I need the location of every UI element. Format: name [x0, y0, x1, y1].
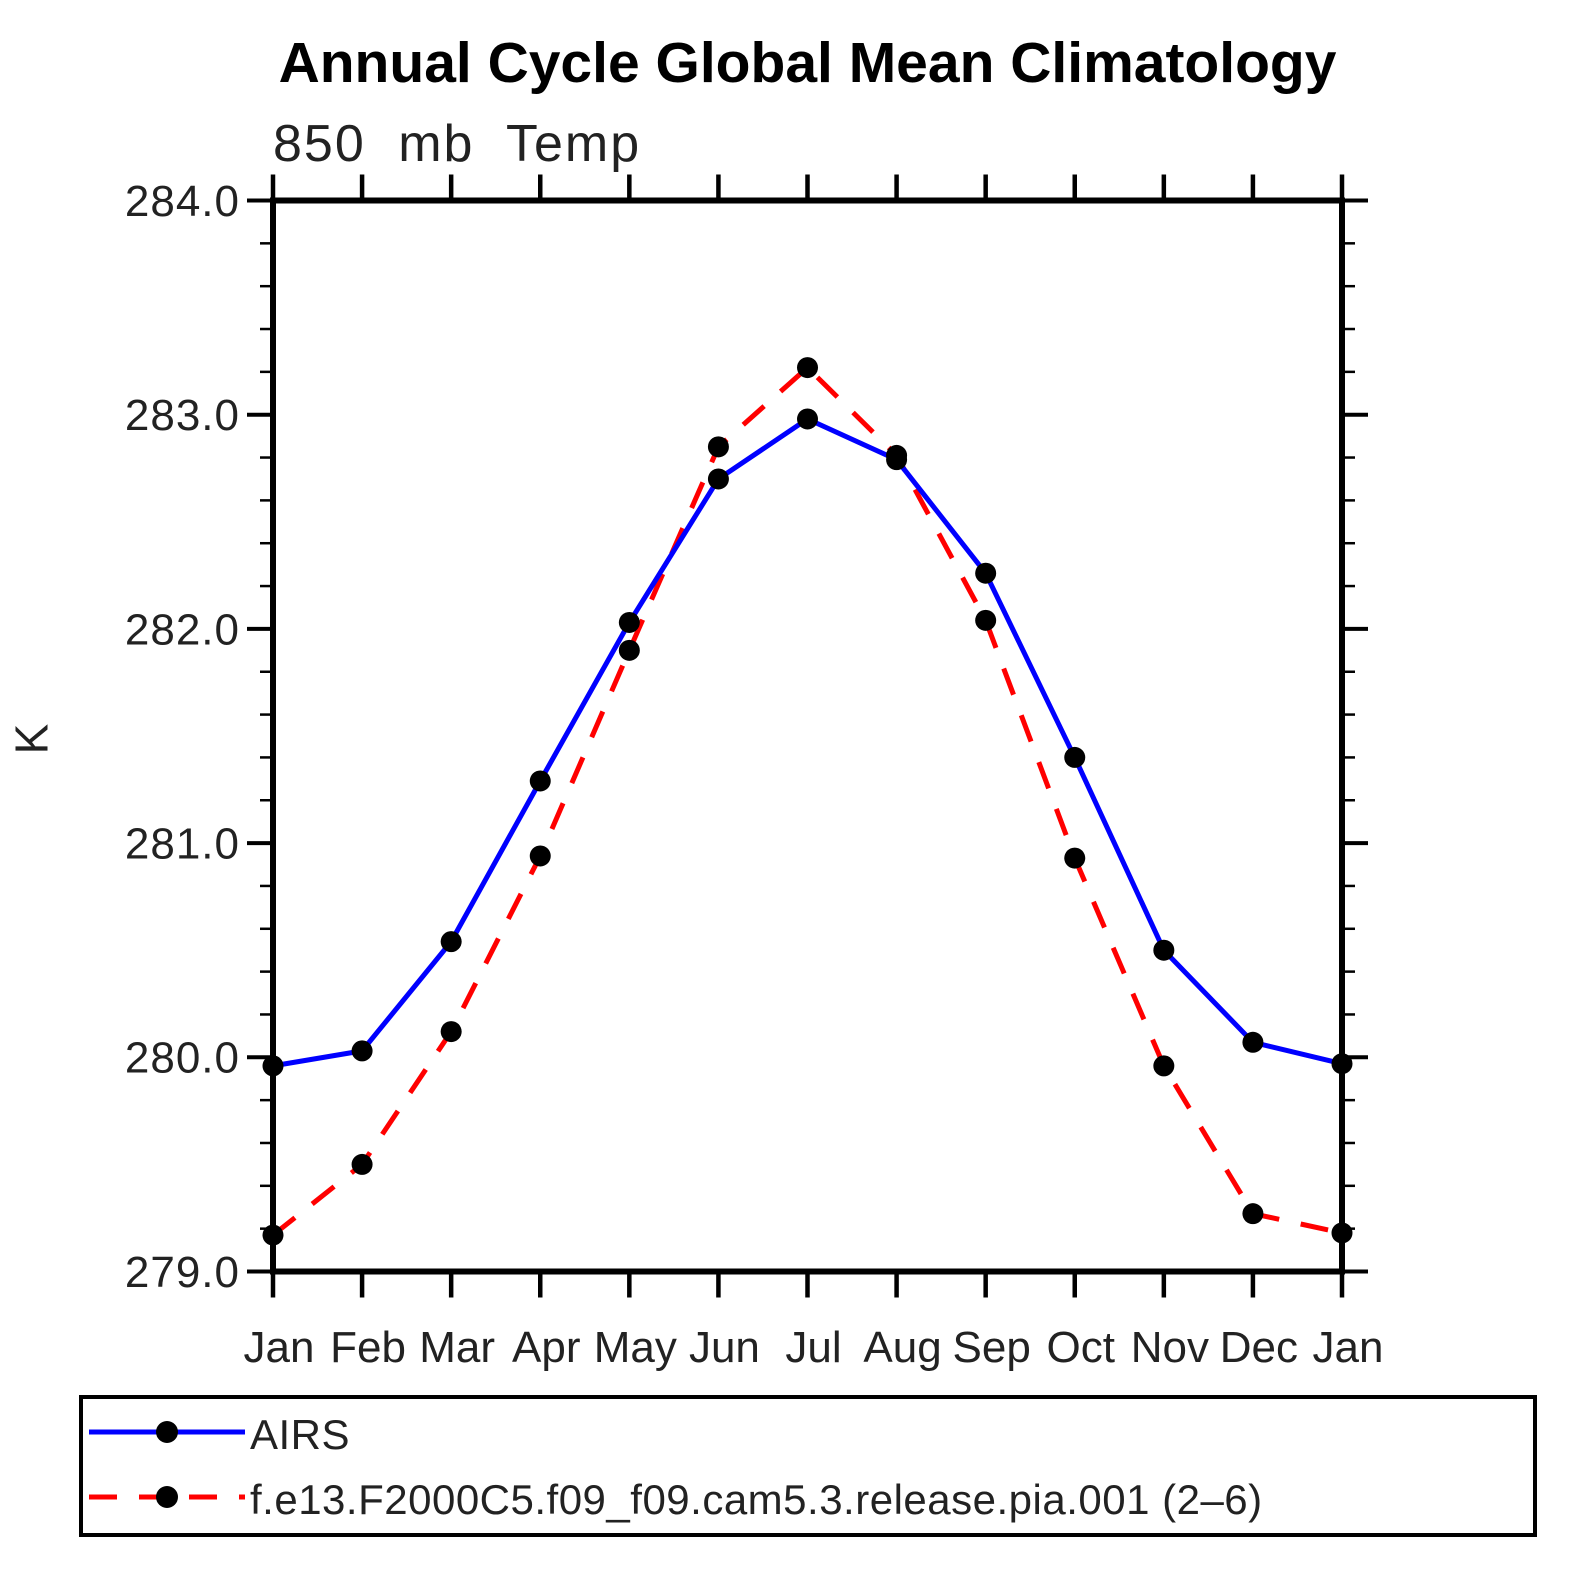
legend-line-sample-model — [85, 1480, 250, 1519]
y-tick-label: 282.0 — [125, 605, 240, 654]
data-point-marker — [797, 408, 818, 430]
data-point-marker — [975, 562, 997, 584]
x-tick-label: Jan — [1313, 1323, 1384, 1372]
x-tick-label: Nov — [1131, 1323, 1209, 1372]
data-point-marker — [1331, 1053, 1353, 1075]
legend: AIRS f.e13.F2000C5.f09_f09.cam5.3.releas… — [79, 1395, 1537, 1537]
data-point-marker — [1242, 1203, 1264, 1225]
legend-line-sample-airs — [85, 1415, 250, 1454]
data-point-marker — [529, 845, 551, 867]
y-tick-label: 281.0 — [125, 820, 240, 869]
data-point-marker — [618, 639, 640, 661]
data-point-marker — [1153, 1055, 1175, 1077]
legend-item-model: f.e13.F2000C5.f09_f09.cam5.3.release.pia… — [83, 1466, 1533, 1533]
legend-item-airs: AIRS — [83, 1401, 1533, 1468]
legend-marker-dot — [156, 1486, 178, 1508]
x-tick-label: Sep — [953, 1323, 1031, 1372]
data-point-marker — [1331, 1222, 1353, 1244]
x-tick-label: Apr — [512, 1323, 580, 1372]
data-point-marker — [1242, 1031, 1264, 1053]
x-tick-label: Jun — [689, 1323, 760, 1372]
data-point-marker — [1064, 746, 1086, 768]
data-point-marker — [707, 436, 729, 458]
x-axis-ticks — [270, 174, 1345, 1298]
chart-subtitle: 850 mb Temp — [273, 115, 642, 173]
legend-item-label: AIRS — [250, 1410, 351, 1458]
data-point-marker — [886, 449, 908, 471]
y-tick-label: 284.0 — [125, 177, 240, 226]
data-point-marker — [618, 611, 640, 633]
y-tick-label: 279.0 — [125, 1248, 240, 1297]
data-point-marker — [975, 609, 997, 631]
data-point-marker — [440, 1021, 462, 1043]
legend-sample-svg — [89, 1421, 245, 1443]
series-airs-markers — [262, 408, 1353, 1077]
series-model-markers — [262, 357, 1353, 1246]
data-point-marker — [440, 931, 462, 953]
x-tick-label: Feb — [330, 1323, 406, 1372]
x-tick-label: Oct — [1047, 1323, 1115, 1372]
data-point-marker — [1064, 847, 1086, 869]
x-tick-label: May — [594, 1323, 677, 1372]
y-tick-labels: 284.0 283.0 282.0 281.0 280.0 279.0 — [125, 177, 240, 1297]
x-tick-label: Aug — [863, 1323, 941, 1372]
series-airs-line — [272, 416, 1343, 1069]
data-point-marker — [1153, 939, 1175, 961]
x-tick-label: Jan — [244, 1323, 315, 1372]
data-point-marker — [262, 1224, 284, 1246]
series-model-line — [271, 365, 1343, 1238]
data-point-marker — [797, 357, 818, 379]
legend-sample-svg — [89, 1486, 245, 1508]
x-tick-labels: Jan Feb Mar Apr May Jun Jul Aug Sep Oct Nov Dec Jan — [244, 1323, 1384, 1372]
x-tick-label: Mar — [419, 1323, 495, 1372]
y-tick-label: 280.0 — [125, 1034, 240, 1083]
data-point-marker — [262, 1055, 284, 1077]
data-point-marker — [529, 770, 551, 792]
chart-title: Annual Cycle Global Mean Climatology — [278, 31, 1337, 95]
data-point-marker — [707, 468, 729, 490]
data-point-marker — [351, 1153, 373, 1175]
y-tick-label: 283.0 — [125, 391, 240, 440]
legend-item-label: f.e13.F2000C5.f09_f09.cam5.3.release.pia… — [250, 1475, 1263, 1523]
x-tick-label: Jul — [785, 1323, 841, 1372]
y-axis-ticks — [247, 198, 1368, 1274]
legend-marker-dot — [156, 1421, 178, 1443]
data-point-marker — [351, 1040, 373, 1062]
x-tick-label: Dec — [1220, 1323, 1298, 1372]
